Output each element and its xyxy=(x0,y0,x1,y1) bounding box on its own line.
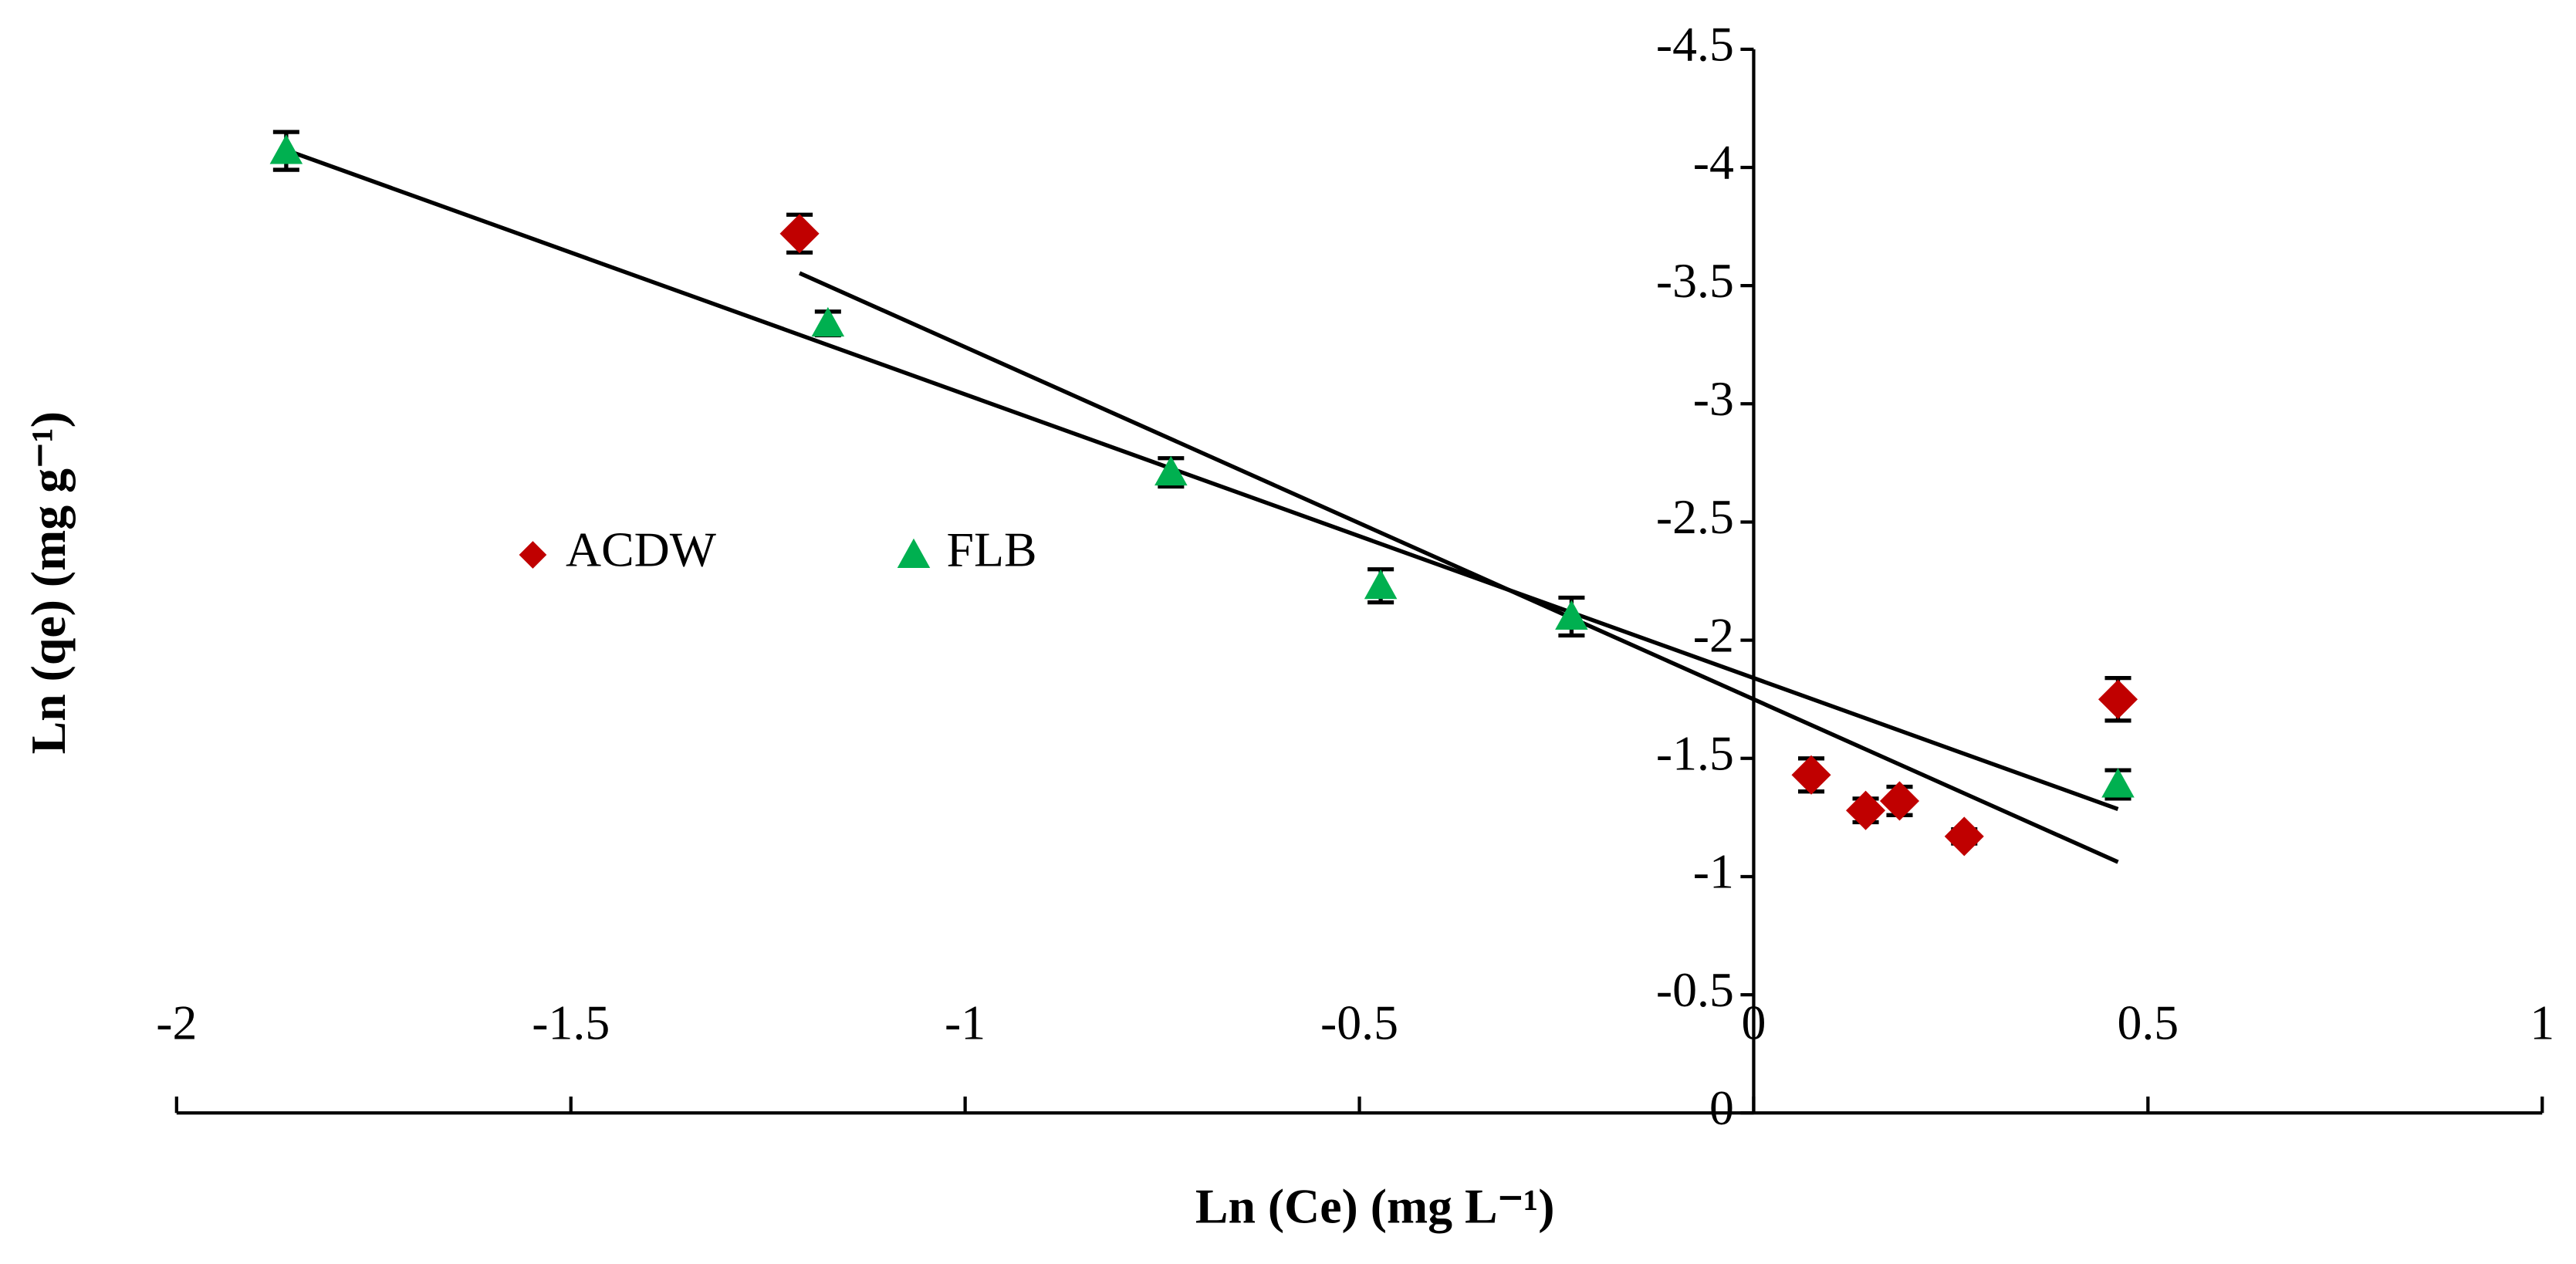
data-point xyxy=(1364,569,1398,600)
x-axis-title: Ln (Ce) (mg L⁻¹) xyxy=(1195,1179,1555,1234)
legend-marker xyxy=(897,538,931,569)
x-tick-label: -2 xyxy=(156,995,197,1049)
y-tick-label: -3.5 xyxy=(1656,253,1734,308)
data-point xyxy=(2098,679,2138,719)
x-tick-label: -1 xyxy=(945,995,985,1049)
data-point xyxy=(1944,816,1984,857)
y-tick-label: -1 xyxy=(1693,844,1734,899)
x-tick-label: -0.5 xyxy=(1320,995,1398,1049)
data-point xyxy=(779,214,820,254)
trendline xyxy=(285,148,2119,811)
legend-marker xyxy=(519,541,547,569)
x-tick-label: 1 xyxy=(2530,995,2554,1049)
y-tick-label: -4 xyxy=(1693,135,1734,190)
x-tick-label: 0.5 xyxy=(2117,995,2179,1049)
data-point xyxy=(1879,781,1919,821)
data-point xyxy=(269,134,303,164)
y-tick-label: -0.5 xyxy=(1656,962,1734,1017)
x-tick-label: -1.5 xyxy=(532,995,610,1049)
y-axis-title: Ln (qe) (mg g⁻¹) xyxy=(21,411,76,754)
y-tick-label: 0 xyxy=(1709,1080,1734,1135)
y-tick-label: -4.5 xyxy=(1656,16,1734,71)
data-point xyxy=(1846,790,1886,830)
data-point xyxy=(1555,600,1588,630)
y-tick-label: -1.5 xyxy=(1656,725,1734,780)
data-point xyxy=(1154,455,1188,486)
data-point xyxy=(2101,768,2135,798)
data-point xyxy=(811,306,845,337)
x-tick-label: 0 xyxy=(1741,995,1766,1049)
data-point xyxy=(1791,755,1831,795)
y-tick-label: -2.5 xyxy=(1656,489,1734,544)
y-tick-label: -3 xyxy=(1693,371,1734,426)
y-tick-label: -2 xyxy=(1693,607,1734,662)
legend-label: ACDW xyxy=(566,522,717,577)
trendline xyxy=(798,271,2119,864)
legend-label: FLB xyxy=(947,522,1037,577)
